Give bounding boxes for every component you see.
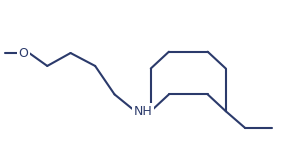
Text: O: O — [18, 46, 28, 60]
Text: NH: NH — [134, 105, 152, 118]
